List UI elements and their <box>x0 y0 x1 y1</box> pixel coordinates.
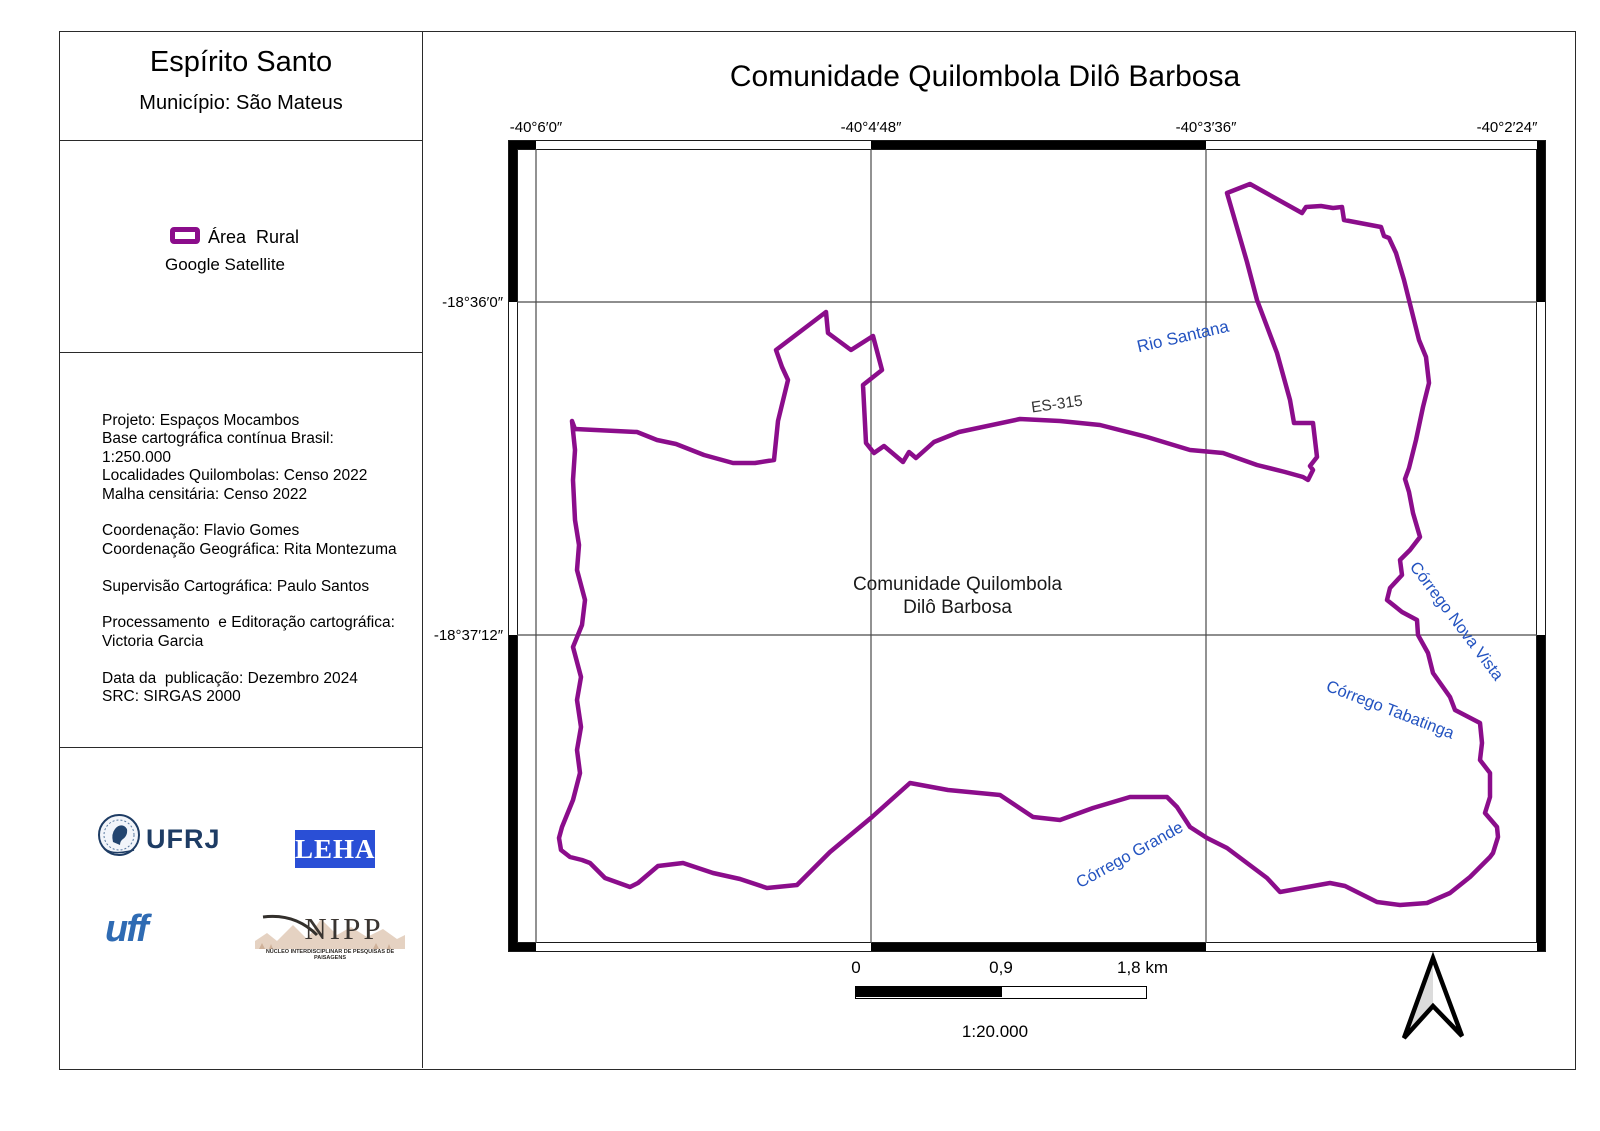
nipp-logo-caption: NÚCLEO INTERDISCIPLINAR DE PESQUISAS DE … <box>265 949 395 961</box>
layout-outer-border <box>59 31 1576 1070</box>
sidebar-divider-line <box>422 31 423 1068</box>
legend-area-rural-label: Área Rural <box>208 227 300 247</box>
scalebar-tick-end: 1,8 km <box>1117 958 1169 977</box>
credit-line: SRC: SIRGAS 2000 <box>102 688 241 706</box>
leha-logo: LEHA <box>295 830 375 868</box>
tick-label-lon: -40°2′24″ <box>1476 119 1538 136</box>
nipp-logo: NIPP NÚCLEO INTERDISCIPLINAR DE PESQUISA… <box>255 893 405 965</box>
scale-ratio-label: 1:20.000 <box>961 1022 1029 1041</box>
sidebar-section-divider <box>59 352 423 353</box>
tick-label-lon: -40°3′36″ <box>1175 119 1237 136</box>
community-label-line1: Comunidade Quilombola <box>852 574 1063 595</box>
ufrj-emblem-icon <box>98 814 140 856</box>
credit-line: Base cartográfica contínua Brasil: <box>102 430 334 448</box>
ufrj-logo: UFRJ <box>146 824 221 854</box>
credit-line: Victoria Garcia <box>102 632 204 650</box>
scalebar-tick-start: 0 <box>851 958 861 977</box>
legend-area-rural-swatch <box>170 227 200 244</box>
map-title: Comunidade Quilombola Dilô Barbosa <box>729 60 1241 93</box>
credit-line: Coordenação Geográfica: Rita Montezuma <box>102 540 397 558</box>
credit-line: Localidades Quilombolas: Censo 2022 <box>102 467 368 485</box>
north-arrow-icon <box>1401 951 1465 1040</box>
credit-line: Supervisão Cartográfica: Paulo Santos <box>102 577 370 595</box>
map-frame-inner <box>517 149 1537 943</box>
legend-basemap-label: Google Satellite <box>164 255 286 274</box>
credit-line: Coordenação: Flavio Gomes <box>102 522 300 540</box>
map-frame-outer <box>508 140 1546 952</box>
nipp-mountains-icon <box>255 914 405 949</box>
sidebar-section-divider <box>59 747 423 748</box>
region-title: Espírito Santo <box>149 46 333 78</box>
tick-label-lon: -40°6′0″ <box>509 119 563 136</box>
tick-label-lat: -18°37′12″ <box>433 627 503 644</box>
scalebar <box>855 986 1147 999</box>
community-label-line2: Dilô Barbosa <box>903 596 1012 618</box>
community-label: Comunidade Quilombola Dilô Barbosa <box>830 574 1085 619</box>
credit-line: 1:250.000 <box>102 448 171 466</box>
area-rural-outline <box>556 181 1501 908</box>
tick-label-lon: -40°4′48″ <box>840 119 902 136</box>
scalebar-tick-mid: 0,9 <box>989 958 1013 977</box>
zebra-frame <box>509 141 1545 951</box>
credit-line: Malha censitária: Censo 2022 <box>102 485 308 503</box>
graticule-lines <box>517 149 1537 943</box>
tick-label-lat: -18°36′0″ <box>442 294 503 311</box>
uff-logo: uff <box>105 908 149 950</box>
credit-line: Projeto: Espaços Mocambos <box>102 412 300 429</box>
credit-line: Processamento e Editoração cartográfica: <box>102 614 395 632</box>
nipp-logo-text: NIPP <box>304 911 384 946</box>
municipality-label: Município: São Mateus <box>139 92 343 114</box>
credits-block: Projeto: Espaços Mocambos Base cartográf… <box>102 412 412 706</box>
scalebar-filled-segment <box>856 987 1002 997</box>
sidebar-section-divider <box>59 140 423 141</box>
credit-line: Data da publicação: Dezembro 2024 <box>102 669 358 687</box>
